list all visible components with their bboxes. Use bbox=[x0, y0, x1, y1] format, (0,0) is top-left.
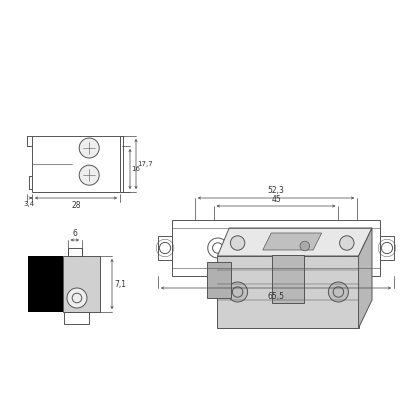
Text: 16: 16 bbox=[131, 166, 140, 172]
Polygon shape bbox=[358, 228, 372, 328]
Circle shape bbox=[300, 241, 310, 251]
Circle shape bbox=[230, 236, 245, 250]
Text: 28: 28 bbox=[71, 201, 81, 210]
Bar bbox=[32, 136, 120, 192]
Circle shape bbox=[79, 165, 99, 185]
Polygon shape bbox=[218, 256, 358, 328]
Circle shape bbox=[67, 288, 87, 308]
Bar bbox=[158, 236, 172, 260]
Text: 45: 45 bbox=[271, 194, 281, 204]
Text: 7,1: 7,1 bbox=[114, 280, 126, 288]
Circle shape bbox=[79, 138, 99, 158]
Text: 52,3: 52,3 bbox=[268, 186, 284, 195]
Circle shape bbox=[228, 282, 248, 302]
Bar bbox=[272, 255, 304, 303]
Polygon shape bbox=[263, 233, 322, 250]
Bar bbox=[172, 220, 380, 276]
Bar bbox=[28, 256, 62, 312]
Polygon shape bbox=[218, 228, 372, 256]
Text: 3,4: 3,4 bbox=[24, 201, 35, 207]
Bar bbox=[68, 248, 82, 256]
Bar bbox=[62, 256, 100, 312]
Text: 17,7: 17,7 bbox=[137, 161, 153, 167]
Bar bbox=[207, 262, 231, 298]
Bar bbox=[380, 236, 394, 260]
Bar bbox=[266, 238, 278, 258]
Circle shape bbox=[340, 236, 354, 250]
Text: 65,5: 65,5 bbox=[268, 292, 284, 301]
Text: 6: 6 bbox=[72, 229, 77, 238]
Circle shape bbox=[328, 282, 348, 302]
Bar bbox=[64, 312, 89, 324]
